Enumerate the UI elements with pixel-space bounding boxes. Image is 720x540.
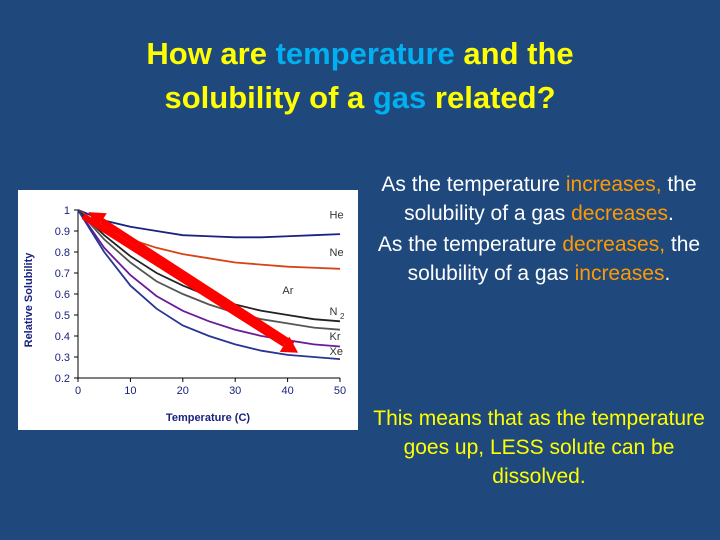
statement1-pre: As the temperature bbox=[381, 173, 560, 196]
statement1-mid: the solubility of a gas bbox=[404, 173, 697, 225]
series-line-xe bbox=[77, 209, 341, 360]
chart-arrows bbox=[81, 212, 299, 353]
x-tick-label: 30 bbox=[229, 385, 241, 397]
title-part4: related? bbox=[426, 80, 556, 115]
arrow-head bbox=[88, 212, 107, 229]
statement1-emph2: decreases bbox=[571, 202, 668, 225]
annotation-label: He bbox=[330, 209, 344, 221]
title-part2: and the bbox=[454, 36, 574, 71]
title-temperature-word: temperature bbox=[275, 36, 455, 71]
annotation-label: Kr bbox=[330, 331, 341, 343]
statement-increase: As the temperature increases, the solubi… bbox=[370, 170, 708, 228]
statement2-pre: As the temperature bbox=[377, 233, 557, 256]
summary-text: This means that as the temperature goes … bbox=[373, 407, 705, 488]
title-gas-word: gas bbox=[372, 80, 427, 115]
y-tick-label: 0.9 bbox=[55, 226, 70, 238]
annotation-label: Ar bbox=[282, 285, 293, 297]
annotation-label: 2 bbox=[340, 312, 345, 321]
y-tick-label: 0.8 bbox=[55, 247, 70, 259]
annotation-label: Xe bbox=[330, 346, 343, 358]
y-tick-label: 1 bbox=[64, 205, 70, 217]
solubility-chart-svg: 0 10 20 30 40 50 0.2 0.3 0.4 0.5 0.6 0.7 0.8 0.9 1 He N… bbox=[23, 205, 346, 424]
title-part3: solubility of a bbox=[164, 80, 373, 115]
solubility-chart: 0 10 20 30 40 50 0.2 0.3 0.4 0.5 0.6 0.7 0.8 0.9 1 He N… bbox=[18, 190, 358, 430]
y-axis-label: Relative Solubility bbox=[23, 252, 35, 348]
statement-decrease: As the temperature decreases, the solubi… bbox=[370, 230, 708, 288]
series-line-he bbox=[77, 209, 341, 239]
y-tick-label: 0.5 bbox=[55, 310, 70, 322]
x-tick-label: 0 bbox=[75, 385, 81, 397]
y-tick-label: 0.2 bbox=[55, 373, 70, 385]
annotation-label: Ne bbox=[330, 247, 344, 259]
x-tick-label: 50 bbox=[334, 385, 346, 397]
statement2-emph2: increases bbox=[574, 262, 665, 285]
statement1-emph: increases, bbox=[565, 173, 662, 196]
title-part1: How are bbox=[146, 36, 276, 71]
x-tick-label: 40 bbox=[281, 385, 293, 397]
series-line-ar bbox=[77, 209, 341, 331]
y-tick-label: 0.4 bbox=[55, 331, 70, 343]
statement2-emph: decreases, bbox=[562, 233, 666, 256]
annotation-label: N bbox=[330, 306, 338, 318]
y-tick-label: 0.7 bbox=[55, 268, 70, 280]
arrow-shaft bbox=[100, 218, 295, 347]
y-tick-label: 0.6 bbox=[55, 289, 70, 301]
statement2-mid: the solubility of a gas bbox=[407, 233, 701, 285]
chart-annotations: He Ne Ar N 2 Kr Xe bbox=[282, 209, 345, 358]
x-axis-label: Temperature (C) bbox=[166, 412, 250, 424]
statement1-end: . bbox=[667, 202, 674, 225]
arrow-shaft bbox=[81, 213, 287, 347]
page-title: How are temperature and the solubility o… bbox=[60, 32, 660, 120]
x-tick-label: 20 bbox=[177, 385, 189, 397]
statement2-end: . bbox=[664, 262, 671, 285]
chart-axes: 0 10 20 30 40 50 0.2 0.3 0.4 0.5 0.6 0.7 0.8 0.9 1 bbox=[55, 205, 346, 397]
x-tick-label: 10 bbox=[124, 385, 136, 397]
series-line-kr bbox=[77, 209, 341, 348]
y-tick-label: 0.3 bbox=[55, 352, 70, 364]
explanation-text: As the temperature increases, the solubi… bbox=[370, 170, 708, 290]
